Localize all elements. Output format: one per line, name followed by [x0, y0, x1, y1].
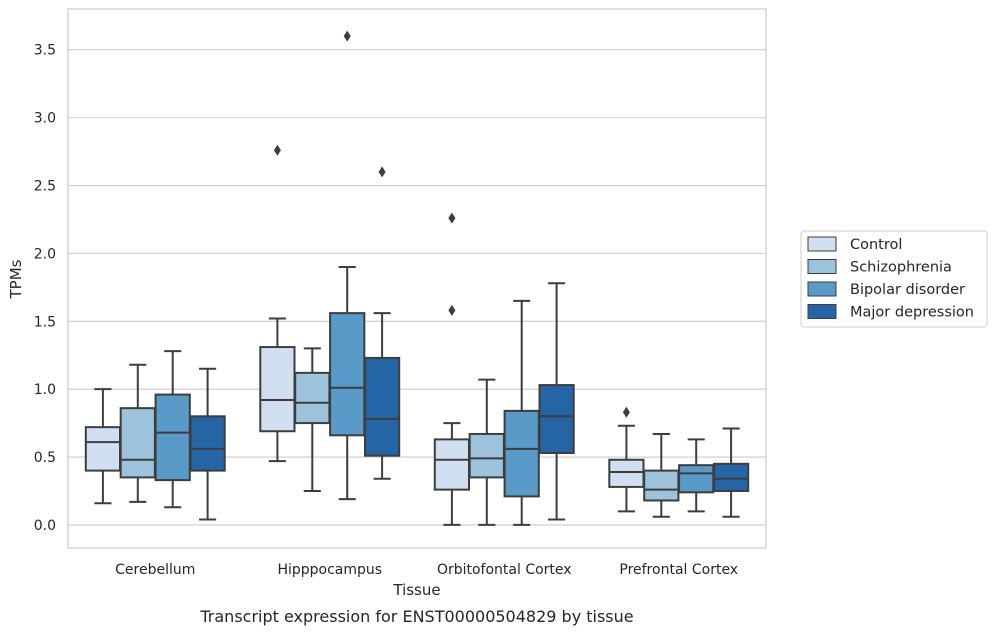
box-control	[259, 144, 296, 463]
outlier-marker	[448, 304, 456, 316]
box-iqr	[538, 384, 575, 454]
box-iqr	[154, 393, 191, 482]
box-iqr	[608, 458, 645, 488]
legend: Control Schizophrenia Bipolar disorder Majo…	[800, 230, 988, 328]
legend-swatch	[807, 236, 837, 252]
box-iqr	[433, 438, 471, 491]
box-schizophrenia	[468, 378, 505, 526]
legend-frame	[800, 230, 988, 328]
legend-swatch	[807, 304, 837, 319]
box-iqr	[363, 356, 401, 457]
y-tick-label: 3.0	[34, 111, 56, 127]
outlier-marker	[622, 406, 630, 418]
box-control	[433, 212, 471, 526]
box-bipolar-disorder	[678, 438, 715, 513]
box-iqr	[259, 346, 296, 433]
x-axis-ticks: Cerebellum Hipppocampus Orbitofontal Corte…	[115, 562, 738, 578]
y-tick-label: 1.5	[34, 314, 56, 330]
y-tick-label: 1.0	[34, 382, 56, 398]
y-tick-label: 2.0	[34, 246, 56, 262]
box-major-depression	[712, 427, 750, 518]
outlier-marker	[378, 166, 386, 178]
box-schizophrenia	[119, 363, 156, 503]
box-iqr	[712, 462, 750, 492]
y-tick-label: 2.5	[34, 178, 56, 194]
box-major-depression	[363, 166, 401, 480]
box-schizophrenia	[294, 347, 331, 492]
box-major-depression	[538, 282, 575, 521]
box-iqr	[189, 415, 226, 472]
box-major-depression	[189, 367, 226, 521]
legend-swatch	[807, 259, 837, 274]
y-axis-ticks: 0.0 0.5 1.0 1.5 2.0 2.5 3.0 3.5	[34, 43, 56, 534]
y-tick-label: 0.0	[34, 518, 56, 534]
box-series	[84, 30, 750, 526]
outlier-marker	[343, 30, 351, 42]
box-iqr	[643, 469, 680, 502]
y-axis-label: TPMs	[7, 259, 25, 299]
box-control	[608, 406, 645, 513]
box-bipolar-disorder	[503, 299, 540, 526]
box-bipolar-disorder	[154, 350, 191, 509]
y-tick-label: 0.5	[34, 450, 56, 466]
box-iqr	[503, 409, 540, 498]
x-tick-label: Prefrontal Cortex	[619, 562, 738, 578]
legend-item-label: Bipolar disorder	[850, 282, 965, 298]
box-iqr	[468, 432, 505, 479]
box-iqr	[119, 407, 156, 479]
legend-item-label: Control	[850, 237, 902, 253]
legend-swatch	[807, 281, 837, 297]
x-tick-label: Cerebellum	[115, 562, 195, 578]
plot-area-frame	[67, 8, 767, 549]
box-iqr	[678, 464, 715, 494]
x-tick-label: Orbitofontal Cortex	[437, 562, 572, 578]
outlier-marker	[448, 212, 456, 224]
legend-item-label: Major depression	[850, 305, 974, 321]
box-bipolar-disorder	[329, 30, 366, 501]
box-schizophrenia	[643, 432, 680, 518]
box-iqr	[294, 371, 331, 425]
box-iqr	[329, 312, 366, 437]
chart-caption: Transcript expression for ENST0000050482…	[199, 607, 633, 626]
box-control	[84, 388, 122, 505]
x-tick-label: Hipppocampus	[277, 562, 382, 578]
outlier-marker	[273, 144, 281, 156]
legend-item-label: Schizophrenia	[850, 260, 952, 276]
x-axis-label: Tissue	[392, 581, 440, 599]
box-iqr	[84, 426, 122, 472]
y-tick-label: 3.5	[34, 43, 56, 59]
